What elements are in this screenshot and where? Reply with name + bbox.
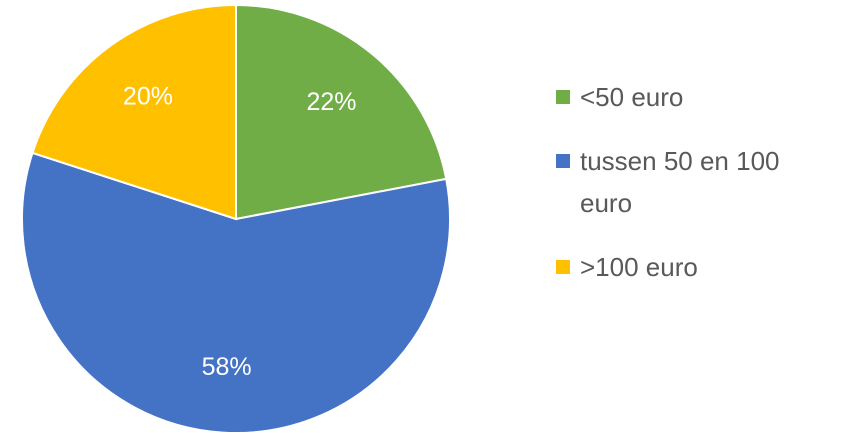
page: 22% 58% 20% <50 euro tussen 50 en 100 euro >… (0, 0, 862, 433)
legend-label: tussen 50 en 100 euro (580, 146, 780, 218)
legend-swatch (556, 260, 570, 274)
legend: <50 euro tussen 50 en 100 euro >100 euro (556, 76, 826, 310)
data-label: 20% (123, 82, 173, 110)
legend-swatch (556, 154, 570, 168)
legend-item: >100 euro (556, 246, 826, 288)
legend-label: >100 euro (580, 252, 698, 282)
legend-label: <50 euro (580, 82, 683, 112)
legend-swatch (556, 90, 570, 104)
chart: 22% 58% 20% (0, 0, 500, 433)
data-label: 58% (202, 353, 252, 381)
legend-item: tussen 50 en 100 euro (556, 140, 826, 224)
data-label: 22% (306, 88, 356, 116)
legend-item: <50 euro (556, 76, 826, 118)
